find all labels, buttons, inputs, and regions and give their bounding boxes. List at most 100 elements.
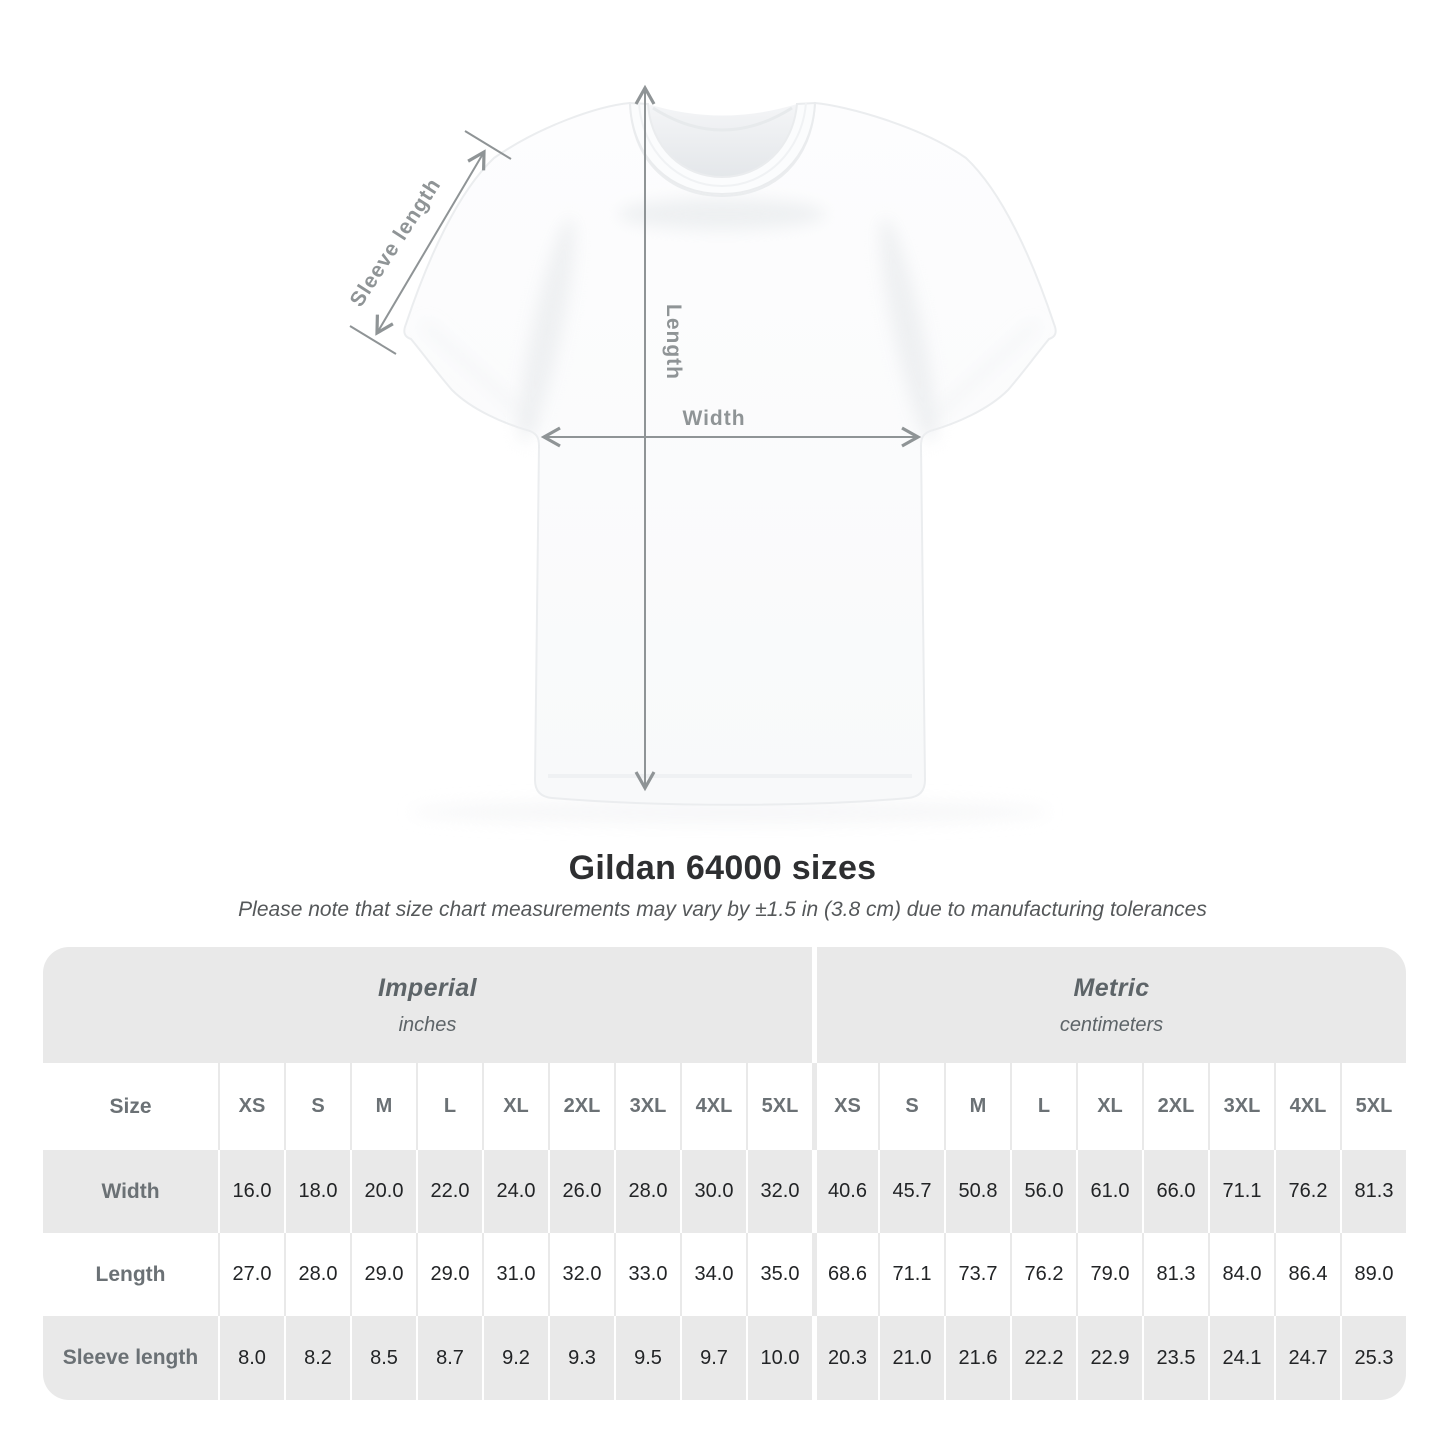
size-header-cell: L (1010, 1063, 1076, 1150)
size-header-cell: 5XL (1340, 1063, 1406, 1150)
data-cell: 40.6 (812, 1150, 878, 1233)
size-header-cell: L (416, 1063, 482, 1150)
table-row-sleeve-length: Sleeve length 8.0 8.2 8.5 8.7 9.2 9.3 9.… (43, 1316, 1406, 1400)
data-cell: 86.4 (1274, 1233, 1340, 1316)
data-cell: 73.7 (944, 1233, 1010, 1316)
data-cell: 20.3 (812, 1316, 878, 1400)
imperial-group-title: Imperial (377, 973, 478, 1002)
data-cell: 34.0 (680, 1233, 746, 1316)
data-cell: 9.3 (548, 1316, 614, 1400)
row-label: Length (95, 1262, 166, 1286)
data-cell: 30.0 (680, 1150, 746, 1233)
right-seam-shadow (879, 217, 937, 443)
sleeve-arrow-upper-tick (464, 130, 512, 160)
data-cell: 76.2 (1274, 1150, 1340, 1233)
data-cell: 56.0 (1010, 1150, 1076, 1233)
collar-shadow (618, 198, 826, 230)
row-label: Sleeve length (62, 1346, 199, 1369)
sleeve-length-arrow (349, 130, 512, 355)
data-cell: 71.1 (878, 1233, 944, 1316)
data-cell: 35.0 (746, 1233, 812, 1316)
length-label: Length (662, 304, 685, 380)
data-cell: 21.6 (944, 1316, 1010, 1400)
left-sleeve-hem-seam (422, 322, 536, 426)
data-cell: 81.3 (1340, 1150, 1406, 1233)
size-header-row: Size XS S M L XL 2XL 3XL 4XL 5XL XS S M … (43, 1063, 1406, 1150)
size-chart-title: Gildan 64000 sizes (568, 849, 877, 887)
data-cell: 32.0 (548, 1233, 614, 1316)
data-cell: 89.0 (1340, 1233, 1406, 1316)
data-cell: 10.0 (746, 1316, 812, 1400)
unit-group-band: Imperial inches Metric centimeters (43, 947, 1406, 1063)
data-cell: 71.1 (1208, 1150, 1274, 1233)
size-column-label: Size (109, 1094, 152, 1118)
size-header-cell: 3XL (1208, 1063, 1274, 1150)
data-cell: 8.2 (284, 1316, 350, 1400)
imperial-group-unit: inches (398, 1013, 457, 1036)
size-header-cell: S (284, 1063, 350, 1150)
data-cell: 9.7 (680, 1316, 746, 1400)
data-cell: 9.5 (614, 1316, 680, 1400)
size-header-cell: XL (482, 1063, 548, 1150)
size-header-cell: M (944, 1063, 1010, 1150)
data-cell: 32.0 (746, 1150, 812, 1233)
data-cell: 24.0 (482, 1150, 548, 1233)
data-cell: 28.0 (614, 1150, 680, 1233)
back-collar-seam (652, 106, 793, 132)
size-header-cell: 3XL (614, 1063, 680, 1150)
data-cell: 8.7 (416, 1316, 482, 1400)
data-cell: 79.0 (1076, 1233, 1142, 1316)
data-cell: 31.0 (482, 1233, 548, 1316)
data-cell: 68.6 (812, 1233, 878, 1316)
right-sleeve-hem-seam (924, 322, 1038, 426)
data-cell: 9.2 (482, 1316, 548, 1400)
tshirt-illustration (403, 101, 1057, 825)
row-label: Width (101, 1179, 160, 1203)
size-header-cell: M (350, 1063, 416, 1150)
width-label: Width (682, 407, 745, 430)
tolerance-note: Please note that size chart measurements… (238, 898, 1207, 921)
size-header-cell: 2XL (1142, 1063, 1208, 1150)
data-cell: 20.0 (350, 1150, 416, 1233)
size-header-cell: S (878, 1063, 944, 1150)
data-cell: 23.5 (1142, 1316, 1208, 1400)
size-header-cell: 2XL (548, 1063, 614, 1150)
measurement-arrows (349, 84, 922, 792)
tshirt-diagram-svg: Length Width Sleeve length (345, 84, 1057, 825)
data-cell: 27.0 (218, 1233, 284, 1316)
size-header-cell: 5XL (746, 1063, 812, 1150)
data-cell: 18.0 (284, 1150, 350, 1233)
data-cell: 84.0 (1208, 1233, 1274, 1316)
data-cell: 24.7 (1274, 1316, 1340, 1400)
table-row-width: Width 16.0 18.0 20.0 22.0 24.0 26.0 28.0… (43, 1150, 1406, 1233)
unit-group-imperial: Imperial inches (43, 947, 812, 1063)
data-cell: 25.3 (1340, 1316, 1406, 1400)
size-header-cell: 4XL (1274, 1063, 1340, 1150)
data-cell: 45.7 (878, 1150, 944, 1233)
size-header-cell: XS (812, 1063, 878, 1150)
size-header-cell: 4XL (680, 1063, 746, 1150)
size-header-cell: XL (1076, 1063, 1142, 1150)
metric-group-unit: centimeters (1059, 1013, 1164, 1036)
size-header-cell: XS (218, 1063, 284, 1150)
data-cell: 81.3 (1142, 1233, 1208, 1316)
size-table: Imperial inches Metric centimeters Size … (43, 947, 1406, 1400)
data-cell: 22.2 (1010, 1316, 1076, 1400)
unit-group-divider (812, 947, 817, 1063)
data-cell: 21.0 (878, 1316, 944, 1400)
sleeve-arrow-lower-tick (349, 325, 397, 355)
data-cell: 66.0 (1142, 1150, 1208, 1233)
unit-group-metric: Metric centimeters (817, 947, 1406, 1063)
left-seam-shadow (518, 217, 576, 443)
data-cell: 50.8 (944, 1150, 1010, 1233)
data-cell: 16.0 (218, 1150, 284, 1233)
data-cell: 8.0 (218, 1316, 284, 1400)
table-row-length: Length 27.0 28.0 29.0 29.0 31.0 32.0 33.… (43, 1233, 1406, 1316)
data-cell: 29.0 (416, 1233, 482, 1316)
data-cell: 22.0 (416, 1150, 482, 1233)
data-cell: 28.0 (284, 1233, 350, 1316)
data-cell: 29.0 (350, 1233, 416, 1316)
data-cell: 76.2 (1010, 1233, 1076, 1316)
data-cell: 22.9 (1076, 1316, 1142, 1400)
